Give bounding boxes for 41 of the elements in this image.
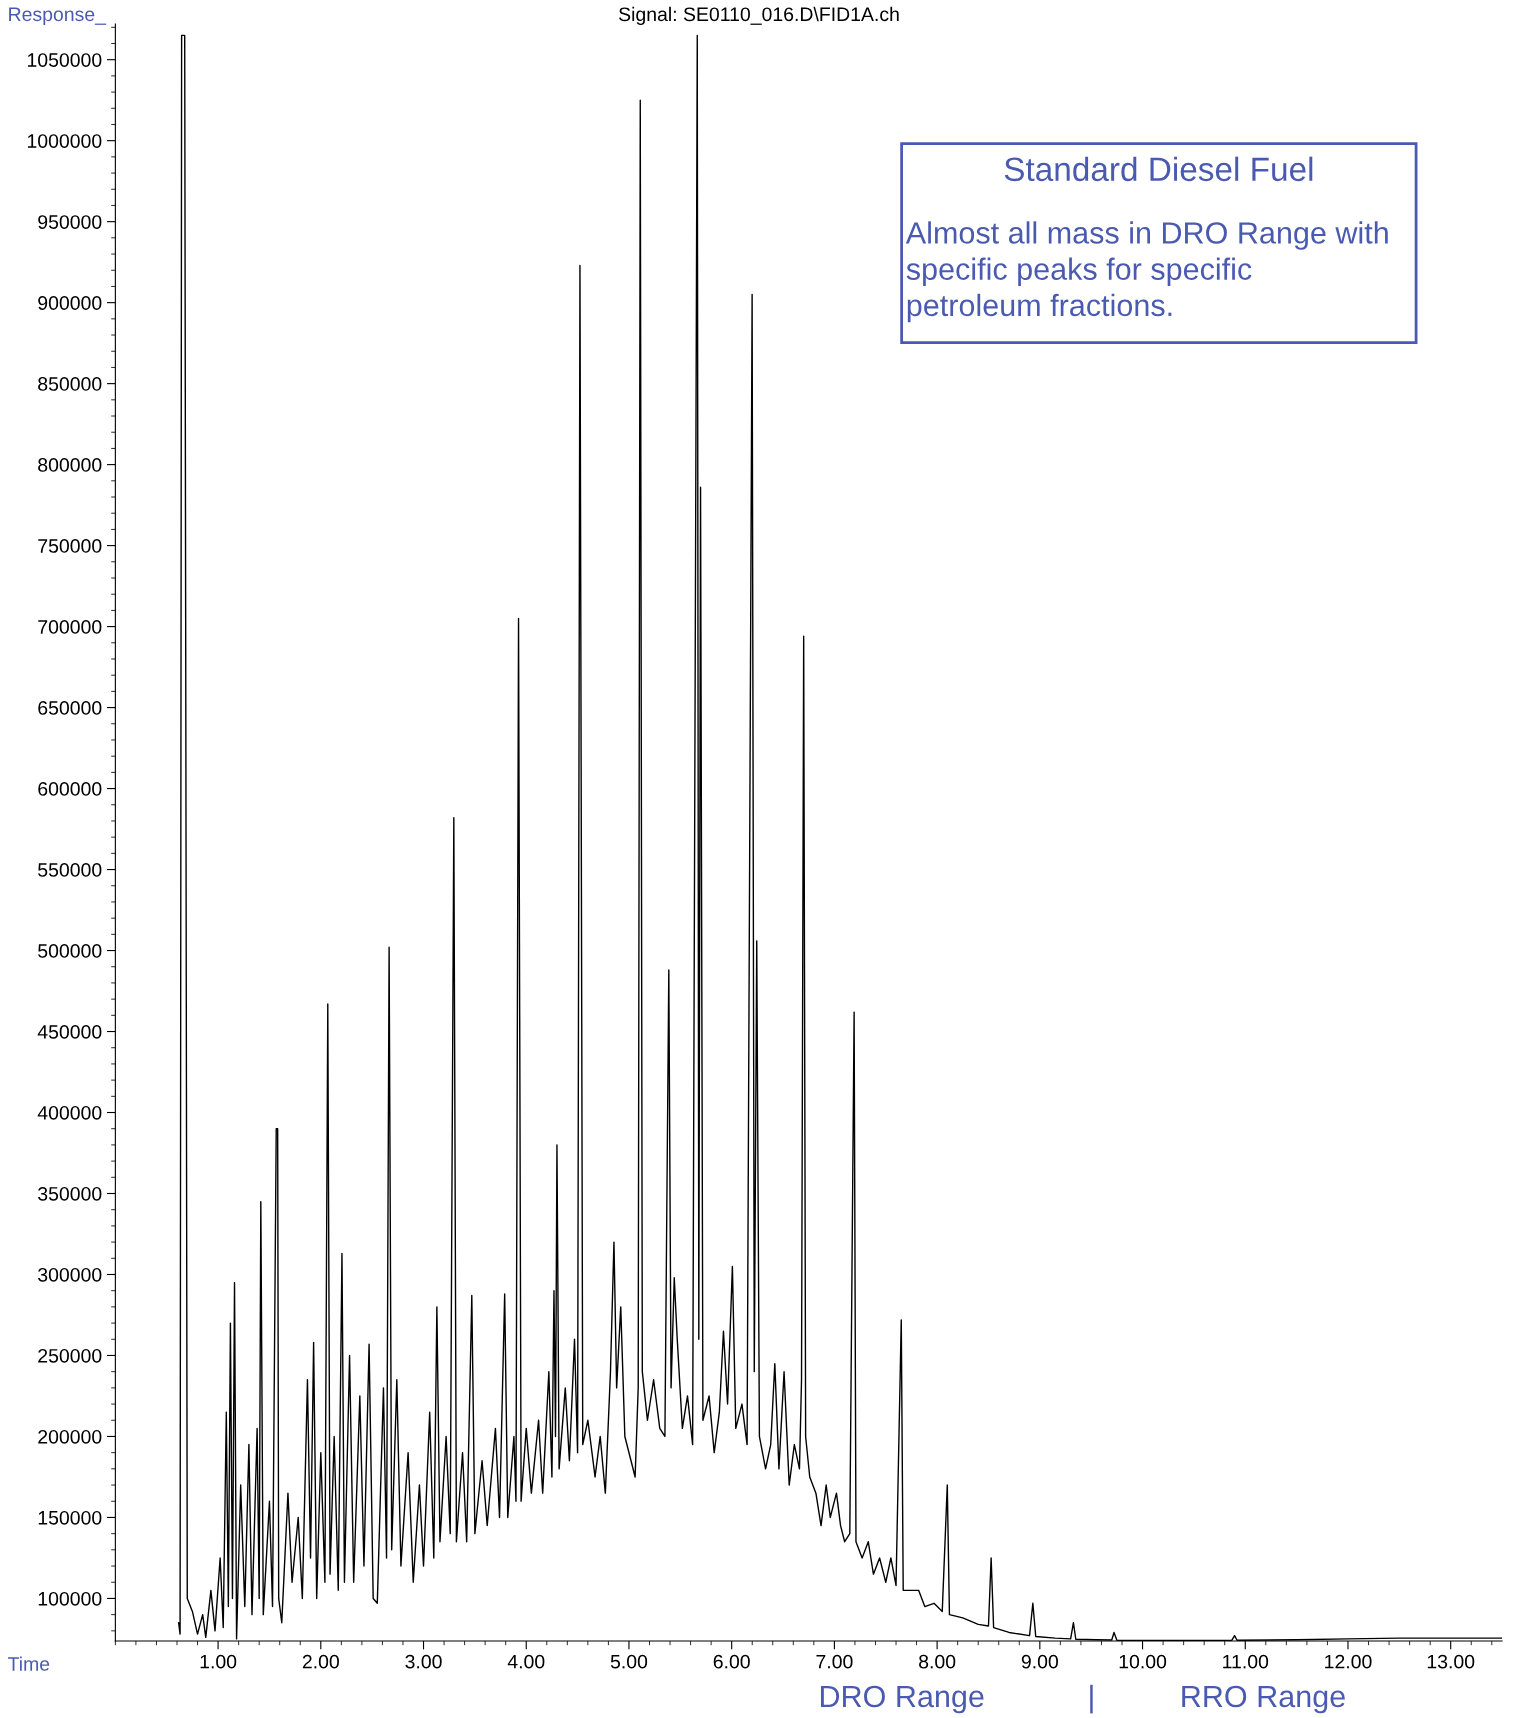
chart-title: Signal: SE0110_016.D\FID1A.ch: [619, 6, 899, 25]
x-tick-label: 6.00: [713, 1654, 750, 1669]
y-tick-label: 900000: [38, 296, 102, 310]
y-tick-label: 600000: [38, 782, 102, 796]
y-tick-label: 950000: [38, 215, 102, 229]
text: RRO Range: [1182, 1685, 1345, 1714]
x-tick-label: 5.00: [610, 1654, 648, 1669]
annotation: Standard Diesel Fuel: [1004, 156, 1313, 182]
x-tick-label: 2.00: [302, 1654, 339, 1669]
y-tick-label: 450000: [37, 1025, 102, 1039]
y-tick-label: 100000: [38, 1591, 102, 1606]
y-tick-label: 700000: [38, 620, 102, 634]
x-tick-label: 1.00: [200, 1654, 237, 1669]
y-tick-label: 850000: [38, 377, 102, 391]
y-tick-label: 250000: [38, 1348, 102, 1363]
x-tick-label: 12.00: [1325, 1654, 1372, 1669]
x-tick-label: 4.00: [507, 1654, 545, 1669]
y-tick-label: 400000: [37, 1105, 102, 1120]
x-tick-label: 9.00: [1021, 1654, 1058, 1669]
x-tick-label: 11.00: [1223, 1654, 1269, 1669]
x-axis-title: Time: [8, 1656, 50, 1671]
text: |: [1090, 1684, 1093, 1714]
y-tick-label: 150000: [38, 1510, 102, 1525]
x-tick-label: 7.00: [816, 1654, 853, 1669]
y-tick-label: 750000: [38, 539, 102, 553]
x-tick-label: 13.00: [1427, 1654, 1475, 1669]
x-tick-label: 8.00: [919, 1654, 956, 1669]
y-tick-label: 1050000: [27, 53, 102, 67]
y-tick-label: 800000: [38, 458, 102, 472]
y-tick-label: 300000: [38, 1267, 102, 1282]
y-tick-label: 650000: [38, 701, 102, 715]
y-tick-label: 200000: [38, 1429, 102, 1444]
y-tick-label: 350000: [38, 1186, 102, 1201]
text: DRO Range: [820, 1685, 984, 1714]
y-tick-label: 1000000: [27, 134, 102, 148]
x-tick-label: 10.00: [1119, 1654, 1167, 1669]
y-tick-label: 550000: [38, 863, 102, 877]
annotation: Almost all mass in DRO Range with specific peaks for specific petroleum fractions.: [905, 221, 1388, 323]
y-tick-label: 500000: [38, 944, 102, 958]
y-axis-title: Response_: [9, 7, 107, 25]
x-tick-label: 3.00: [405, 1654, 442, 1669]
